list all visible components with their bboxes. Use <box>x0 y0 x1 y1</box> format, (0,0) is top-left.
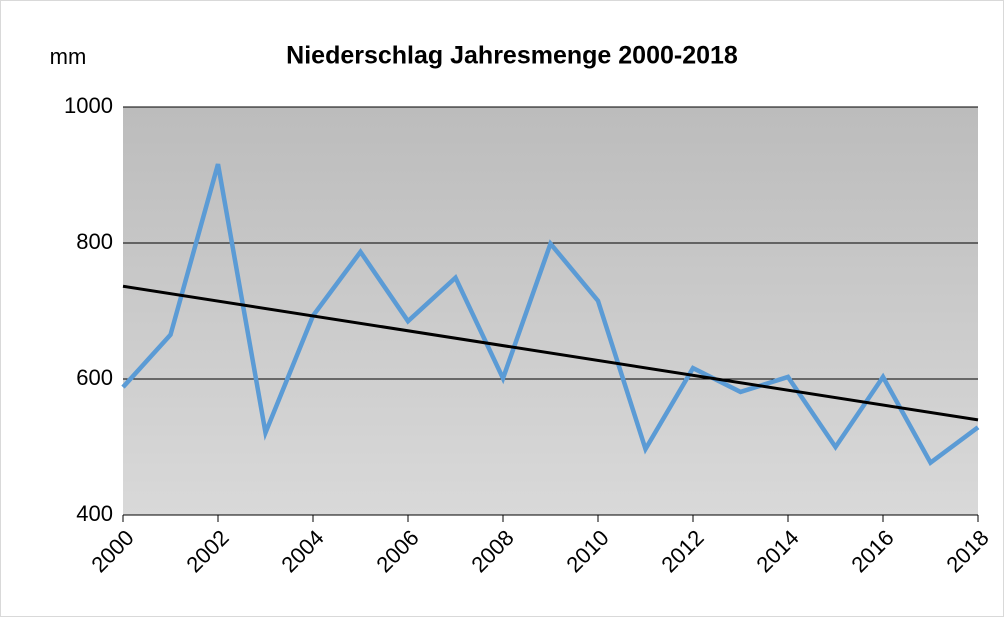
y-tick-label: 800 <box>76 229 113 254</box>
chart-title: Niederschlag Jahresmenge 2000-2018 <box>286 42 738 70</box>
y-tick-label: 600 <box>76 365 113 390</box>
y-tick-label: 1000 <box>64 93 113 118</box>
data-line <box>121 163 980 466</box>
y-tick-label: 400 <box>76 501 113 526</box>
trend-line <box>122 284 979 422</box>
y-axis-label: mm <box>50 44 87 69</box>
plot-area <box>123 107 978 515</box>
